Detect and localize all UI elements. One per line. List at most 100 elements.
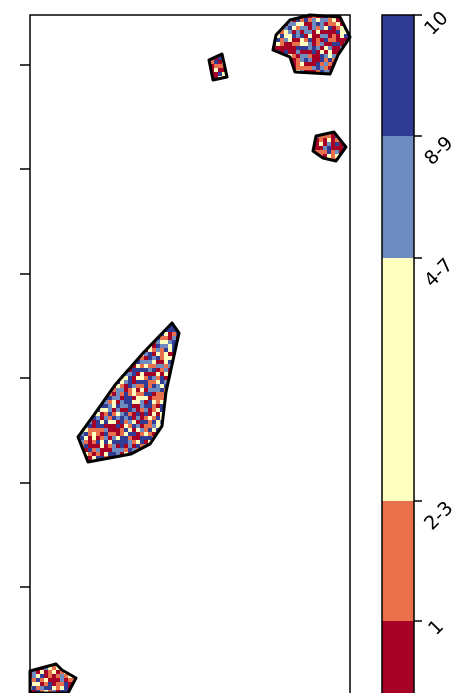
raster-cell [120,452,124,456]
raster-cell [156,360,160,364]
raster-cell [120,432,124,436]
raster-cell [140,368,144,372]
raster-cell [104,412,108,416]
raster-cell [328,18,332,22]
raster-cell [332,54,336,58]
raster-cell [312,42,316,46]
raster-cell [284,30,288,34]
raster-cell [36,678,40,682]
raster-cell [64,678,68,682]
raster-cell [132,408,136,412]
raster-cell [332,18,336,22]
raster-cell [148,388,152,392]
raster-cell [300,18,304,22]
raster-cell [112,436,116,440]
raster-cell [56,678,60,682]
raster-cell [327,154,331,158]
raster-cell [80,436,84,440]
raster-cell [152,416,156,420]
raster-cell [148,416,152,420]
raster-cell [324,42,328,46]
raster-cell [312,62,316,66]
raster-cell [214,64,218,68]
raster-cell [60,674,64,678]
raster-cell [136,376,140,380]
raster-cell [108,400,112,404]
raster-cell [168,352,172,356]
raster-cell [316,50,320,54]
raster-cell [148,360,152,364]
raster-cell [332,34,336,38]
raster-cell [316,38,320,42]
raster-cell [324,18,328,22]
raster-cell [164,340,168,344]
raster-cell [136,424,140,428]
raster-cell [88,440,92,444]
raster-cell [124,412,128,416]
raster-cell [132,380,136,384]
raster-cell [140,392,144,396]
raster-cell [52,678,56,682]
raster-cell [304,58,308,62]
raster-cell [104,404,108,408]
raster-cell [92,448,96,452]
raster-cell [320,54,324,58]
raster-cell [48,670,52,674]
raster-cell [104,444,108,448]
raster-cell [136,416,140,420]
raster-cell [116,424,120,428]
raster-cell [156,416,160,420]
raster-cell [320,42,324,46]
raster-cell [140,388,144,392]
raster-cell [152,356,156,360]
raster-cell [124,436,128,440]
raster-cell [300,34,304,38]
raster-cell [324,62,328,66]
raster-cell [172,332,176,336]
raster-cell [104,408,108,412]
raster-cell [320,34,324,38]
raster-cell [84,448,88,452]
legend-swatch-10 [382,15,414,136]
legend-label-1: 1 [424,615,448,639]
raster-cell [120,416,124,420]
raster-cell [288,38,292,42]
raster-cell [160,396,164,400]
raster-cell [164,336,168,340]
raster-cell [164,380,168,384]
raster-cell [327,138,331,142]
raster-cell [108,444,112,448]
raster-cell [96,436,100,440]
raster-cell [148,376,152,380]
raster-cell [312,34,316,38]
raster-cell [172,328,176,332]
raster-cell [104,420,108,424]
raster-cell [128,372,132,376]
raster-cell [308,38,312,42]
raster-cell [44,682,48,686]
raster-cell [156,424,160,428]
raster-cell [124,428,128,432]
raster-cell [292,30,296,34]
raster-cell [148,372,152,376]
raster-cell [140,432,144,436]
raster-cell [312,46,316,50]
raster-cell [304,54,308,58]
raster-cell [120,420,124,424]
raster-cell [136,372,140,376]
raster-cell [120,388,124,392]
raster-cell [172,336,176,340]
raster-cell [96,448,100,452]
raster-cell [164,332,168,336]
raster-cell [327,150,331,154]
raster-cell [300,66,304,70]
raster-cell [308,42,312,46]
raster-cell [344,34,348,38]
raster-cell [156,420,160,424]
raster-cell [144,428,148,432]
raster-cell [48,666,52,670]
raster-cell [136,436,140,440]
raster-cell [56,674,60,678]
raster-cell [140,440,144,444]
raster-cell [156,392,160,396]
